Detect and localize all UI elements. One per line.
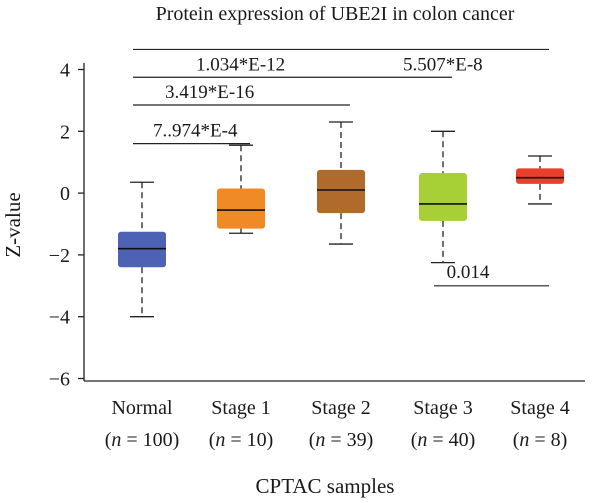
- iqr-box: [516, 168, 564, 184]
- sample-count-label: (n = 8): [513, 429, 568, 451]
- paren: (: [513, 429, 520, 451]
- n-symbol: n: [417, 429, 427, 451]
- box-normal: [118, 181, 166, 318]
- paren: (: [309, 429, 316, 451]
- n-value: = 8): [529, 429, 567, 451]
- x-tick-label: Stage 2: [311, 397, 370, 419]
- y-tick-label: 2: [60, 121, 70, 143]
- p-value-label: 7..974*E-4: [153, 121, 238, 142]
- y-tick-label: −4: [49, 307, 70, 329]
- n-symbol: n: [315, 429, 325, 451]
- significance-brackets: 7..974*E-4 3.419*E-16 1.034*E-12 5.507*E-8 0…: [133, 48, 549, 287]
- paren: (: [411, 429, 418, 451]
- box-stage-2: [317, 121, 365, 245]
- x-axis-label: CPTAC samples: [256, 474, 395, 498]
- y-tick-label: 4: [60, 60, 70, 82]
- sample-count-label: (n = 10): [209, 429, 274, 451]
- x-tick-label: Stage 1: [211, 397, 270, 419]
- box-stage-1: [217, 144, 265, 234]
- x-tick-label: Normal: [111, 397, 173, 419]
- p-value-label: 3.419*E-16: [165, 82, 254, 103]
- n-value: = 39): [325, 429, 373, 451]
- iqr-box: [419, 173, 467, 221]
- n-symbol: n: [215, 429, 225, 451]
- y-tick-label: 0: [60, 183, 70, 205]
- y-ticks: 4 2 0 −2 −4 −6: [49, 60, 84, 391]
- box-stage-3: [419, 130, 467, 264]
- y-tick-label: −2: [49, 245, 70, 267]
- sample-count-label: (n = 40): [411, 429, 476, 451]
- box-stage-4: [516, 155, 564, 205]
- p-value-label: 0.014: [447, 262, 490, 283]
- n-value: = 10): [225, 429, 273, 451]
- iqr-box: [317, 169, 365, 214]
- x-tick-label: Stage 4: [510, 397, 569, 419]
- boxes: [118, 121, 564, 318]
- x-tick-labels: Normal(n = 100)Stage 1(n = 10)Stage 2(n …: [105, 397, 570, 451]
- y-axis-label: Z-value: [1, 192, 25, 257]
- n-symbol: n: [111, 429, 121, 451]
- y-tick-label: −6: [49, 369, 70, 391]
- n-value: = 100): [121, 429, 179, 451]
- n-symbol: n: [519, 429, 529, 451]
- n-value: = 40): [427, 429, 475, 451]
- x-tick-label: Stage 3: [413, 397, 472, 419]
- paren: (: [105, 429, 112, 451]
- iqr-box: [217, 188, 265, 229]
- chart-title: Protein expression of UBE2I in colon can…: [156, 3, 515, 25]
- sample-count-label: (n = 39): [309, 429, 374, 451]
- p-value-label: 5.507*E-8: [403, 54, 483, 75]
- sample-count-label: (n = 100): [105, 429, 180, 451]
- paren: (: [209, 429, 216, 451]
- p-value-label: 1.034*E-12: [196, 54, 285, 75]
